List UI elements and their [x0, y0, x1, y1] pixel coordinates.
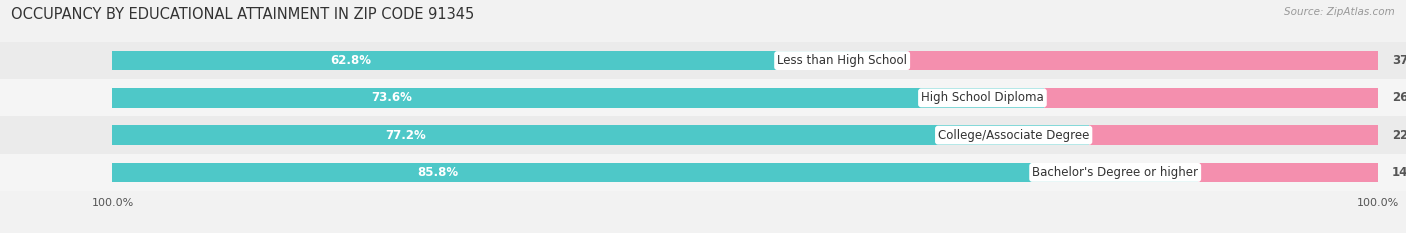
Text: 100.0%: 100.0%: [91, 198, 134, 208]
Bar: [0, 116, 1406, 154]
Text: 62.8%: 62.8%: [330, 54, 371, 67]
Bar: [112, 163, 1198, 182]
Bar: [907, 51, 1378, 70]
Text: High School Diploma: High School Diploma: [921, 91, 1043, 104]
Text: OCCUPANCY BY EDUCATIONAL ATTAINMENT IN ZIP CODE 91345: OCCUPANCY BY EDUCATIONAL ATTAINMENT IN Z…: [11, 7, 474, 22]
Bar: [112, 51, 907, 70]
Bar: [0, 154, 1406, 191]
Text: College/Associate Degree: College/Associate Degree: [938, 129, 1090, 142]
Bar: [0, 79, 1406, 116]
Text: 77.2%: 77.2%: [385, 129, 426, 142]
Bar: [1090, 125, 1378, 145]
Text: 26.4%: 26.4%: [1392, 91, 1406, 104]
Text: Less than High School: Less than High School: [778, 54, 907, 67]
Bar: [0, 42, 1406, 79]
Text: 22.8%: 22.8%: [1392, 129, 1406, 142]
Text: 14.2%: 14.2%: [1392, 166, 1406, 179]
Text: Source: ZipAtlas.com: Source: ZipAtlas.com: [1284, 7, 1395, 17]
Text: 73.6%: 73.6%: [371, 91, 412, 104]
Text: Bachelor's Degree or higher: Bachelor's Degree or higher: [1032, 166, 1198, 179]
Bar: [112, 88, 1043, 108]
Bar: [1198, 163, 1378, 182]
Bar: [1043, 88, 1378, 108]
Legend: Owner-occupied, Renter-occupied: Owner-occupied, Renter-occupied: [572, 230, 834, 233]
Text: 100.0%: 100.0%: [1357, 198, 1399, 208]
Bar: [112, 125, 1090, 145]
Text: 85.8%: 85.8%: [418, 166, 458, 179]
Text: 37.2%: 37.2%: [1392, 54, 1406, 67]
